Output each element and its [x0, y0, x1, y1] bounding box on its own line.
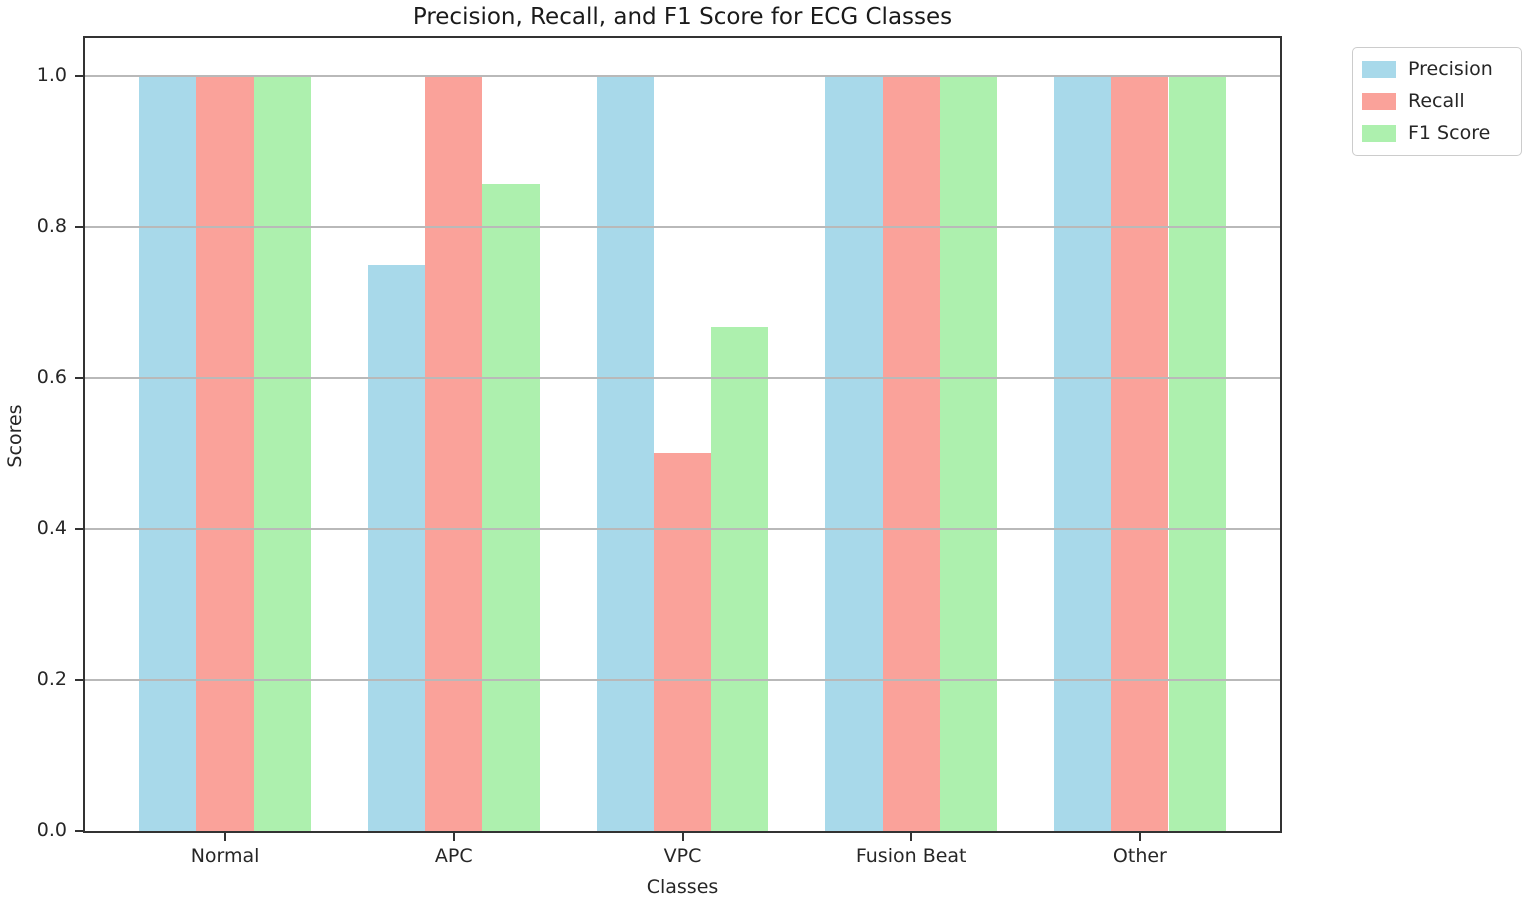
bar-recall-other: [1111, 75, 1169, 831]
x-tick-label: Other: [1112, 845, 1167, 867]
y-tick-label: 0.6: [36, 365, 67, 388]
legend-swatch-icon: [1362, 125, 1396, 142]
bar-f1-score-vpc: [711, 327, 769, 831]
y-tick-label: 0.2: [36, 667, 67, 690]
legend-item-f1-score: F1 Score: [1362, 122, 1509, 145]
legend-item-recall: Recall: [1362, 90, 1509, 113]
bar-recall-vpc: [653, 453, 712, 831]
x-axis-label: Classes: [646, 876, 719, 898]
legend-swatch-icon: [1362, 93, 1396, 110]
x-tick-mark: [681, 833, 684, 841]
y-tick-label: 1.0: [36, 63, 67, 86]
x-tick-label: VPC: [663, 845, 702, 867]
bar-f1-score-apc: [482, 183, 540, 831]
legend-label: F1 Score: [1408, 122, 1491, 144]
x-tick-label: Normal: [190, 845, 260, 867]
y-tick-label: 0.8: [36, 214, 67, 237]
y-tick-label: 0.4: [36, 516, 67, 539]
x-tick-mark: [1138, 833, 1141, 841]
gridline-y-0.6: [85, 376, 1280, 379]
plot-area: [83, 36, 1282, 833]
y-tick-mark: [75, 678, 83, 681]
bar-f1-score-other: [1168, 75, 1226, 831]
bar-recall-apc: [425, 75, 483, 831]
y-tick-mark: [75, 376, 83, 379]
legend-swatch-icon: [1362, 61, 1396, 78]
bar-precision-apc: [368, 264, 426, 831]
legend-label: Precision: [1408, 58, 1493, 80]
gridline-y-0.8: [85, 225, 1280, 228]
y-tick-mark: [75, 527, 83, 530]
bar-recall-fusion-beat: [882, 75, 940, 831]
bar-precision-other: [1054, 75, 1112, 831]
y-tick-label: 0.0: [36, 819, 67, 841]
x-tick-label: Fusion Beat: [855, 845, 967, 867]
bar-precision-normal: [139, 75, 197, 831]
y-tick-mark: [75, 830, 83, 832]
y-axis-label: Scores: [4, 404, 26, 468]
bar-f1-score-fusion-beat: [939, 75, 997, 831]
y-tick-mark: [75, 74, 83, 77]
gridline-y-1.0: [85, 74, 1280, 77]
x-tick-mark: [452, 833, 455, 841]
bar-recall-normal: [196, 75, 254, 831]
x-tick-label: APC: [434, 845, 473, 867]
x-tick-mark: [224, 833, 227, 841]
legend-label: Recall: [1408, 90, 1465, 112]
bar-precision-vpc: [596, 75, 654, 831]
bar-precision-fusion-beat: [825, 75, 883, 831]
chart-title: Precision, Recall, and F1 Score for ECG …: [412, 4, 953, 30]
bar-f1-score-normal: [253, 75, 311, 831]
x-tick-mark: [910, 833, 913, 841]
y-tick-mark: [75, 225, 83, 228]
legend-item-precision: Precision: [1362, 58, 1509, 81]
gridline-y-0.2: [85, 678, 1280, 681]
gridline-y-0.4: [85, 527, 1280, 530]
legend: Precision Recall F1 Score: [1352, 47, 1522, 156]
